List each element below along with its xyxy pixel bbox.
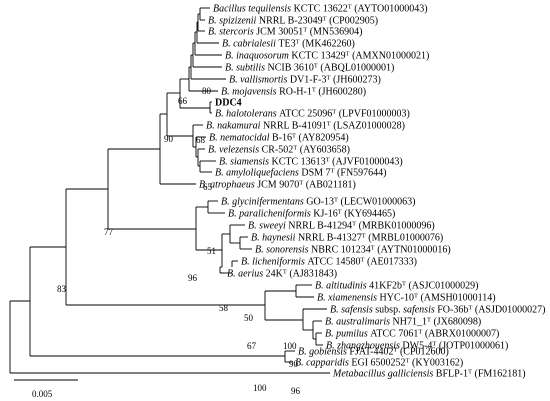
taxon-label: B. siamensis KCTC 13613T (AJVF01000043): [219, 156, 403, 168]
taxon-label: B. altitudinis 41KF2bT (ASJC01000029): [315, 280, 478, 292]
bootstrap-90: 90: [164, 134, 174, 144]
bootstrap-values: 66 80 90 68 65 77 83 51 96 58 50 67 100 …: [57, 86, 301, 396]
taxon-label: B. inaquosorum KCTC 13429T (AMXN01000021…: [225, 50, 429, 62]
bootstrap-96b: 96: [291, 386, 301, 396]
taxon-label: B. zhangzhouensis DW5-4T (JOTP01000061): [326, 340, 508, 352]
taxon-label: B. nematocidal B-16T (AY820954): [209, 132, 349, 144]
bootstrap-90b: 90: [289, 359, 299, 369]
bootstrap-50: 50: [244, 313, 254, 323]
scale-bar-label: 0.005: [32, 389, 53, 399]
bootstrap-83: 83: [57, 284, 67, 294]
taxon-label: B. safensis subsp. safensis FO-36bT (ASJ…: [330, 304, 545, 316]
taxon-label: B. sweeyi NRRL B-41294T (MRBK01000096): [248, 220, 435, 232]
taxon-label: B. gobiensis FJAT-4402T (CP012600): [298, 346, 449, 358]
taxon-label: B. sonorensis NBRC 101234T (AYTN01000016…: [255, 244, 451, 256]
taxon-label: B. capparidis EGI 6500252T (KY003162): [295, 357, 463, 369]
bootstrap-100a: 100: [253, 383, 267, 393]
bootstrap-100b: 100: [283, 341, 297, 351]
tree-branches: [9, 7, 330, 374]
taxon-label: B. paralicheniformis KJ-16T (KY694465): [228, 208, 395, 220]
bootstrap-58: 58: [219, 303, 229, 313]
taxon-label: B. atrophaeus JCM 9070T (AB021181): [199, 179, 356, 191]
taxon-label: B. glycinifermentans GO-13T (LECW0100006…: [221, 196, 416, 208]
taxon-label: B. halotolerans ATCC 25096T (LPVF0100000…: [215, 108, 410, 120]
bootstrap-65: 65: [203, 182, 213, 192]
taxon-label: DDC4: [215, 98, 242, 109]
taxon-label: B. vallismortis DV1-F-3T (JH600273): [229, 74, 381, 86]
taxon-label: B. aerius 24KT (AJ831843): [227, 268, 337, 280]
taxon-label: B. spizizenii NRRL B-23049T (CP002905): [208, 15, 378, 27]
taxon-label: B. licheniformis ATCC 14580T (AE017333): [241, 256, 417, 268]
taxon-label: B. xiamenensis HYC-10T (AMSH01000114): [317, 292, 496, 304]
bootstrap-66: 66: [178, 96, 188, 106]
taxon-label: B. velezensis CR-502T (AY603658): [208, 144, 350, 156]
taxon-label: Bacillus tequilensis KCTC 13622T (AYTO01…: [213, 3, 428, 15]
bootstrap-96a: 96: [188, 273, 198, 283]
taxon-label: B. stercoris JCM 30051T (MN536904): [208, 26, 362, 38]
taxon-label: B. australimaris NH71_1T (JX680098): [325, 316, 481, 328]
bootstrap-80: 80: [202, 86, 212, 96]
taxon-label: B. nakamurai NRRL B-41091T (LSAZ01000028…: [206, 120, 405, 132]
scale-bar: 0.005: [14, 379, 78, 399]
bootstrap-77: 77: [104, 227, 114, 237]
taxon-label: Metabacillus galliciensis BFLP-1T (FM162…: [332, 368, 526, 380]
taxon-labels: Bacillus tequilensis KCTC 13622T (AYTO01…: [199, 3, 545, 380]
taxon-label: B. cabrialesii TE3T (MK462260): [222, 38, 355, 50]
taxon-label: B. pumilus ATCC 7061T (ABRX01000007): [325, 328, 499, 340]
bootstrap-51: 51: [207, 246, 216, 256]
taxon-label: B. amyloliquefaciens DSM 7T (FN597644): [215, 167, 387, 179]
taxon-label: B. mojavensis RO-H-1T (JH600280): [221, 86, 366, 98]
taxon-label: B. subtilis NCIB 3610T (ABQL01000001): [225, 62, 394, 74]
bootstrap-67a: 67: [247, 341, 257, 351]
bootstrap-68: 68: [196, 135, 206, 145]
taxon-label: B. haynesii NRRL B-41327T (MRBL01000076): [251, 232, 443, 244]
